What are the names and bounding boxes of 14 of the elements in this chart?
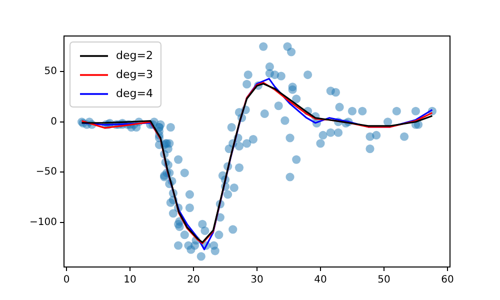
x-tick-label: 30	[250, 274, 264, 286]
legend-label: deg=3	[116, 68, 153, 81]
x-tick-label: 10	[124, 274, 136, 286]
x-tick-label: 0	[63, 274, 70, 286]
y-tick-label: 50	[44, 66, 57, 78]
x-tick-label: 50	[378, 274, 390, 286]
legend-label: deg=4	[116, 86, 153, 100]
x-tick-label: 40	[314, 274, 327, 286]
y-tick-label: −50	[36, 166, 57, 178]
y-tick-label: 0	[50, 116, 57, 128]
x-tick-label: 60	[441, 274, 454, 286]
y-tick-label: −100	[30, 216, 57, 228]
x-tick-label: 20	[187, 274, 200, 286]
legend-label: deg=2	[116, 48, 153, 62]
